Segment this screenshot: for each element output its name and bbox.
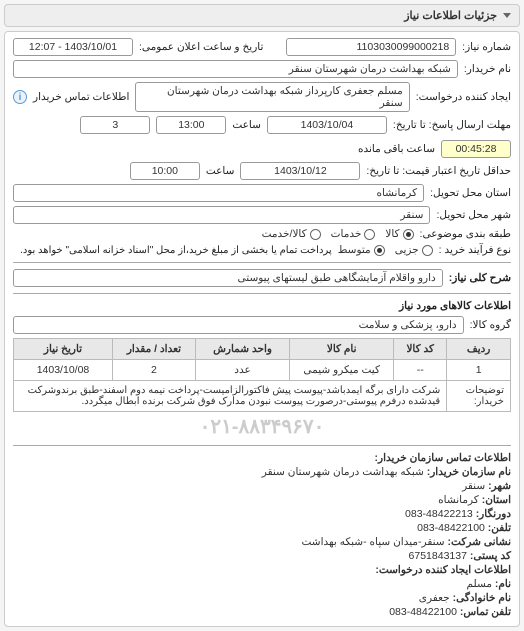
phone-value: 48422100-083 (417, 522, 485, 534)
table-header-row: ردیف کد کالا نام کالا واحد شمارش تعداد /… (14, 339, 511, 360)
address-value: سنقر-میدان سپاه -شبکه بهداشت (301, 536, 444, 548)
td-date: 1403/10/08 (14, 360, 113, 381)
cphone-label: تلفن تماس: (460, 606, 511, 618)
remaining-time-field: 00:45:28 (441, 140, 511, 158)
province-field: کرمانشاه (13, 184, 424, 202)
th-code: کد کالا (394, 339, 447, 360)
divider (13, 445, 511, 446)
th-name: نام کالا (290, 339, 394, 360)
divider (13, 293, 511, 294)
postal-value: 6751843137 (409, 550, 467, 562)
remaining-label: ساعت باقی مانده (358, 143, 435, 155)
th-unit: واحد شمارش (195, 339, 289, 360)
contact-city-value: سنقر (462, 480, 485, 492)
classification-radio-group: کالا خدمات کالا/خدمت (262, 228, 414, 240)
td-code: -- (394, 360, 447, 381)
response-date-field: 1403/10/04 (267, 116, 387, 134)
radio-services[interactable]: خدمات (331, 228, 376, 240)
radio-dot-icon (422, 245, 433, 256)
td-note-label: توضیحات خریدار: (447, 381, 511, 412)
purchase-type-label: نوع فرآیند خرید : (439, 244, 511, 256)
fax-label: دورنگار: (476, 508, 511, 520)
cphone-value: 48422100-083 (389, 606, 457, 618)
contact-province-label: استان: (482, 494, 511, 506)
td-row: 1 (447, 360, 511, 381)
goods-group-field: دارو، پزشکی و سلامت (13, 316, 464, 334)
info-icon[interactable]: i (13, 90, 27, 104)
public-datetime-label: تاریخ و ساعت اعلان عمومی: (139, 41, 263, 53)
goods-section-title: اطلاعات کالاهای مورد نیاز (399, 300, 511, 312)
city-field: سنقر (13, 206, 430, 224)
radio-dot-icon (374, 245, 385, 256)
city-label: شهر محل تحویل: (436, 209, 511, 221)
fname-label: نام: (495, 578, 511, 590)
panel-header: جزئیات اطلاعات نیاز (4, 4, 520, 27)
contact-city-label: شهر: (488, 480, 511, 492)
description-label: شرح کلی نیاز: (449, 272, 511, 284)
main-panel: شماره نیاز: 1103030099000218 تاریخ و ساع… (4, 31, 520, 627)
fax-value: 48422213-083 (405, 508, 473, 520)
divider (13, 262, 511, 263)
validity-time-field: 10:00 (130, 162, 200, 180)
chevron-down-icon (503, 13, 511, 18)
goods-group-label: گروه کالا: (470, 319, 511, 331)
response-deadline-label: مهلت ارسال پاسخ: تا تاریخ: (393, 119, 511, 131)
goods-table: ردیف کد کالا نام کالا واحد شمارش تعداد /… (13, 338, 511, 412)
requester-label: ایجاد کننده درخواست: (416, 91, 511, 103)
province-label: استان محل تحویل: (430, 187, 511, 199)
contact-block: اطلاعات تماس سازمان خریدار: نام سازمان خ… (13, 452, 511, 618)
th-date: تاریخ نیاز (14, 339, 113, 360)
purchase-type-radio-group: جزیی متوسط (338, 244, 433, 256)
org-label: نام سازمان خریدار: (427, 466, 511, 478)
td-note: شرکت دارای برگه ایمدباشد-پیوست پیش فاکتو… (14, 381, 447, 412)
td-qty: 2 (112, 360, 195, 381)
fname-value: مسلم (466, 578, 491, 590)
lname-label: نام خانوادگی: (453, 592, 511, 604)
need-number-field: 1103030099000218 (286, 38, 456, 56)
td-unit: عدد (195, 360, 289, 381)
address-label: نشانی شرکت: (448, 536, 511, 548)
watermark-phone: ۰۲۱-۸۸۳۴۹۶۷۰ (13, 414, 511, 439)
radio-medium[interactable]: متوسط (338, 244, 385, 256)
postal-label: کد پستی: (470, 550, 511, 562)
requester-field: مسلم جعفری کارپرداز شبکه بهداشت درمان شه… (135, 82, 409, 112)
validity-date-field: 1403/10/12 (240, 162, 360, 180)
phone-label: تلفن: (488, 522, 511, 534)
org-value: شبکه بهداشت درمان شهرستان سنقر (262, 466, 424, 478)
radio-goods[interactable]: کالا (385, 228, 413, 240)
th-row: ردیف (447, 339, 511, 360)
contact-province-value: کرمانشاه (438, 494, 479, 506)
radio-dot-icon (403, 229, 414, 240)
classification-label: طبقه بندی موضوعی: (420, 228, 511, 240)
remaining-days-field: 3 (80, 116, 150, 134)
td-name: کیت میکرو شیمی (290, 360, 394, 381)
table-note-row: توضیحات خریدار: شرکت دارای برگه ایمدباشد… (14, 381, 511, 412)
need-number-label: شماره نیاز: (462, 41, 511, 53)
time-label-1: ساعت (232, 119, 261, 131)
time-label-2: ساعت (206, 165, 235, 177)
purchase-type-note: پرداخت تمام یا بخشی از مبلغ خرید،از محل … (20, 245, 332, 256)
buyer-name-field: شبکه بهداشت درمان شهرستان سنقر (13, 60, 458, 78)
lname-value: جعفری (419, 592, 450, 604)
radio-minor[interactable]: جزیی (395, 244, 433, 256)
description-field: دارو واقلام آزمایشگاهی طبق لیستهای پیوست… (13, 269, 443, 287)
contact-info-label: اطلاعات تماس خریدار (33, 91, 129, 103)
public-datetime-field: 1403/10/01 - 12:07 (13, 38, 133, 56)
table-row: 1 -- کیت میکرو شیمی عدد 2 1403/10/08 (14, 360, 511, 381)
validity-label: حداقل تاریخ اعتبار قیمت: تا تاریخ: (366, 165, 511, 177)
buyer-name-label: نام خریدار: (464, 63, 511, 75)
creator-section: اطلاعات ایجاد کننده درخواست: (375, 564, 511, 576)
radio-dot-icon (310, 229, 321, 240)
contact-title: اطلاعات تماس سازمان خریدار: (375, 452, 511, 464)
radio-dot-icon (364, 229, 375, 240)
response-time-field: 13:00 (156, 116, 226, 134)
th-qty: تعداد / مقدار (112, 339, 195, 360)
panel-title: جزئیات اطلاعات نیاز (404, 9, 497, 22)
radio-both[interactable]: کالا/خدمت (262, 228, 321, 240)
